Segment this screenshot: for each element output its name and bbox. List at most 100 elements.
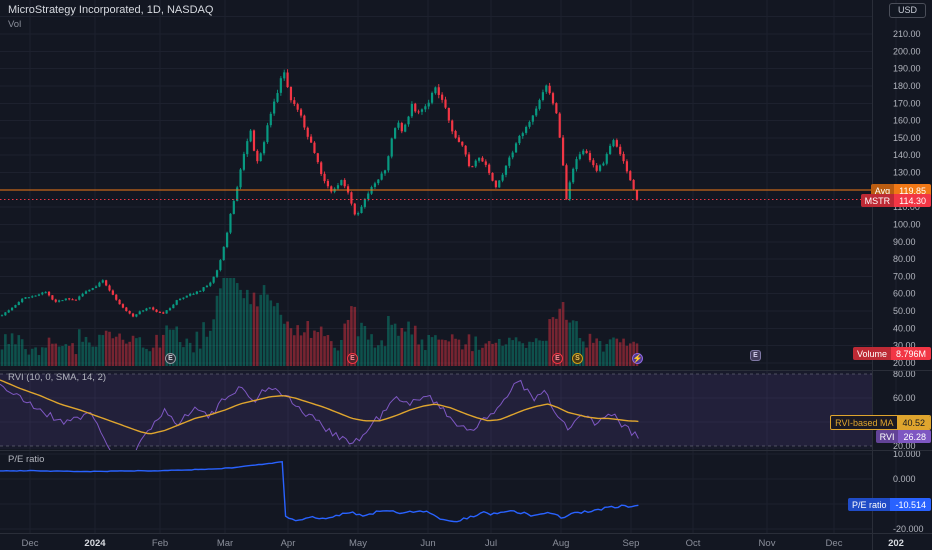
earnings-marker-icon[interactable]: E [165,353,176,364]
last-price-label-name: MSTR [860,194,895,207]
candle-body [632,180,635,190]
volume-bar [41,347,44,366]
candle-body [441,94,444,100]
axis-tick-label: 30.00 [893,341,916,351]
volume-bar [360,322,363,366]
volume-bar [10,333,14,366]
candle-body [471,166,474,168]
candle-body [629,171,632,181]
volume-bar [323,336,326,366]
candle-body [286,72,289,88]
volume-bar [450,334,454,366]
candle-body [242,153,246,170]
upcoming-earnings-marker-icon[interactable]: E [750,350,761,361]
candle-body [152,307,155,310]
volume-bar [491,343,494,366]
rvi-indicator-title[interactable]: RVI (10, 0, SMA, 14, 2) [8,372,107,383]
time-tick-label: 2024 [84,538,106,549]
volume-bar [141,347,145,366]
volume-bar [0,349,4,366]
volume-bar [269,300,273,366]
volume-bar [628,343,632,366]
volume-indicator-title[interactable]: Vol [8,19,22,30]
volume-bar [618,342,622,366]
time-axis[interactable] [0,533,872,550]
volume-bar [373,347,377,366]
symbol-title[interactable]: MicroStrategy Incorporated, 1D, NASDAQ [8,4,214,16]
candle-body [182,297,185,299]
candle-body [31,296,34,298]
candle-body [14,305,17,308]
candle-body [326,180,329,187]
candle-body [172,304,175,309]
volume-bar [534,338,538,366]
volume-bar [387,316,390,366]
volume-bar [380,340,383,366]
candle-body [498,180,501,188]
candle-body [400,123,403,132]
event-marker-icon[interactable]: ⚡ [632,353,643,364]
pane-separator-main-rvi[interactable] [0,370,932,371]
earnings-marker-icon[interactable]: E [552,353,563,364]
volume-bar [30,348,34,366]
volume-bar [319,326,323,366]
volume-bar [161,334,165,366]
candle-body [336,185,340,189]
volume-bar [98,334,101,366]
volume-bar [551,317,555,366]
volume-bar [34,347,37,366]
volume-bar [376,345,380,366]
time-tick-label: Dec [22,538,39,549]
pane-separator-rvi-pe[interactable] [0,450,932,451]
volume-bar [397,335,400,366]
candle-body [135,314,138,317]
candle-body [541,92,545,100]
volume-bar [289,328,293,366]
volume-bar [20,339,24,366]
axis-tick-label: 210.00 [893,29,921,39]
candle-body [585,150,588,154]
candle-body [451,120,454,132]
volume-bar [182,347,185,366]
volume-bar [145,348,148,366]
volume-bar [464,344,467,366]
volume-bar [101,335,105,366]
price-axis[interactable] [872,0,932,533]
volume-bar [37,355,41,366]
time-tick-label: Jun [420,538,435,549]
volume-bar [528,341,531,366]
earnings-marker-icon[interactable]: E [347,353,358,364]
volume-bar [185,338,189,366]
currency-toggle-button[interactable]: USD [888,3,926,18]
volume-bar [249,304,252,366]
volume-bar [370,334,373,366]
split-marker-icon[interactable]: S [572,353,583,364]
candle-body [454,131,457,138]
candle-body [518,135,521,144]
candle-body [383,170,387,174]
candle-body [343,179,346,187]
time-tick-label: Aug [553,538,570,549]
avg-price-label-value: 119.85 [899,185,926,196]
rvi-label-value: 26.28 [903,431,926,442]
volume-bar [111,338,115,366]
pe-indicator-title[interactable]: P/E ratio [8,454,45,465]
axis-tick-label: 200.00 [893,46,921,56]
candle-body [27,297,30,299]
candle-body [504,165,508,175]
volume-bar [474,336,478,366]
candle-body [158,311,162,313]
candle-body [568,182,571,200]
volume-bar [313,330,316,366]
volume-bar [424,350,427,366]
volume-bar [104,330,108,366]
candle-body [168,308,172,311]
candle-body [410,103,413,117]
candle-body [367,193,370,200]
candle-body [47,291,51,296]
candle-body [88,289,91,292]
candle-body [575,159,578,170]
rvi-value-label: RVI 26.28 [875,430,931,443]
